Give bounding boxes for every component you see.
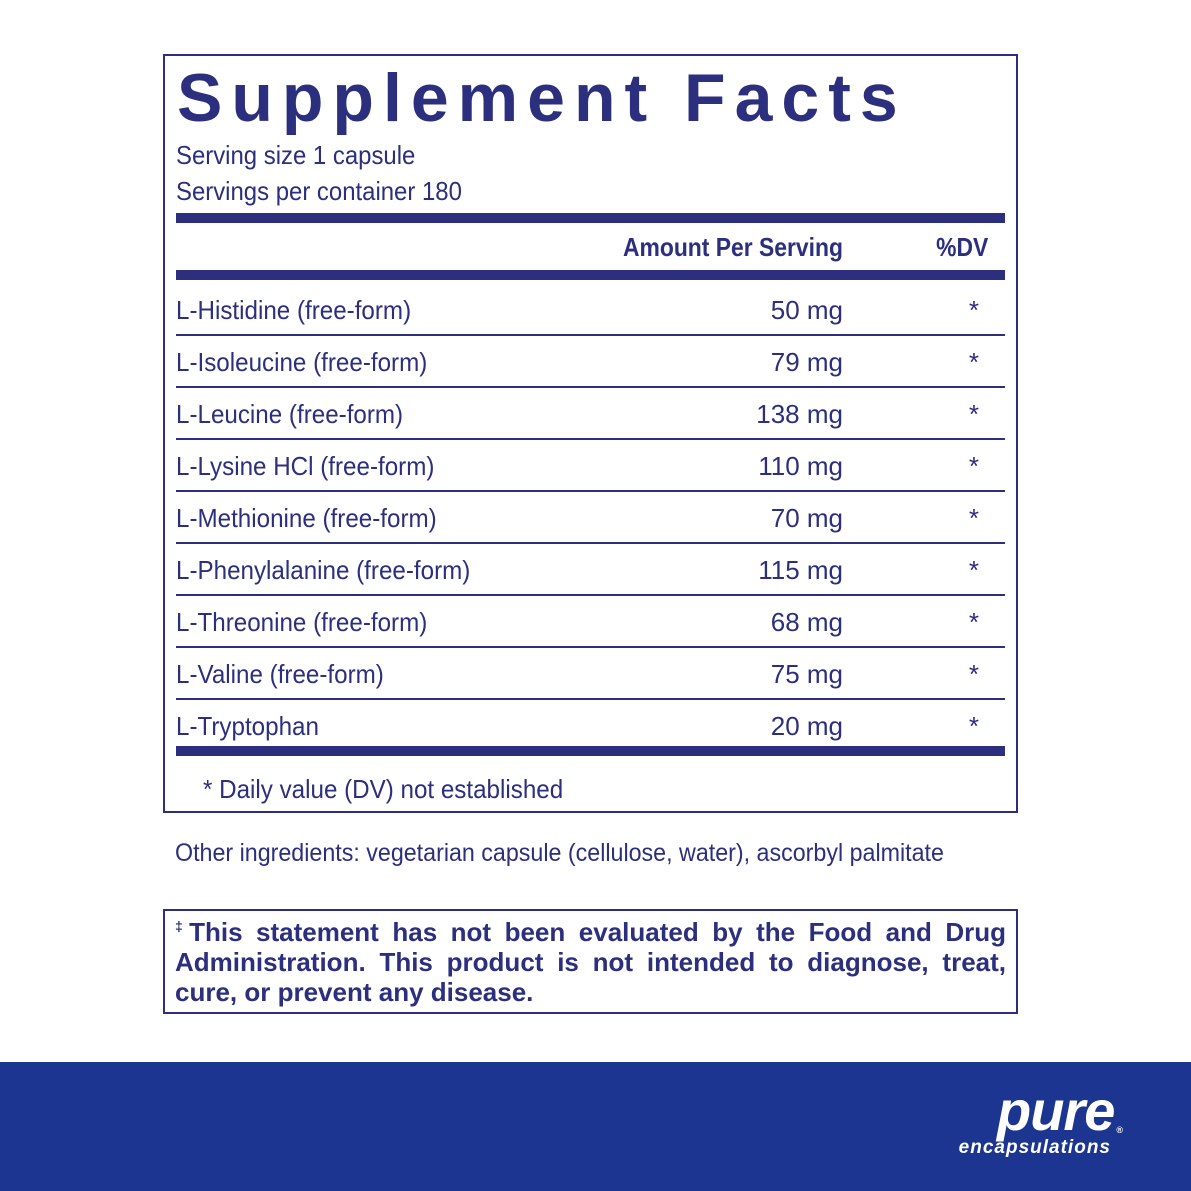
- footnote: * Daily value (DV) not established: [203, 774, 564, 804]
- other-ingredients: Other ingredients: vegetarian capsule (c…: [175, 839, 944, 867]
- nutrient-dv: *: [968, 451, 979, 481]
- table-row: L-Phenylalanine (free-form) 115 mg *: [176, 544, 1005, 596]
- registered-mark: ®: [1116, 1125, 1123, 1135]
- nutrient-name: L-Phenylalanine (free-form): [176, 555, 471, 585]
- disclaimer-box: ‡This statement has not been evaluated b…: [163, 909, 1018, 1014]
- table-row: L-Leucine (free-form) 138 mg *: [176, 388, 1005, 440]
- nutrient-dv: *: [968, 295, 979, 325]
- brand-banner: pure ® encapsulations: [0, 1062, 1191, 1191]
- nutrient-dv: *: [968, 399, 979, 429]
- table-row: L-Methionine (free-form) 70 mg *: [176, 492, 1005, 544]
- nutrient-dv: *: [968, 607, 979, 637]
- nutrient-name: L-Methionine (free-form): [176, 503, 437, 533]
- nutrient-amount: 138 mg: [756, 399, 843, 429]
- table-row: L-Histidine (free-form) 50 mg *: [176, 284, 1005, 336]
- nutrient-amount: 75 mg: [770, 659, 843, 689]
- header-amount: Amount Per Serving: [623, 232, 843, 262]
- supplement-facts-panel: Supplement Facts Serving size 1 capsule …: [163, 54, 1018, 813]
- table-row: L-Valine (free-form) 75 mg *: [176, 648, 1005, 700]
- nutrient-dv: *: [968, 347, 979, 377]
- nutrient-amount: 68 mg: [770, 607, 843, 637]
- nutrient-dv: *: [968, 711, 979, 741]
- nutrient-name: L-Threonine (free-form): [176, 607, 428, 637]
- disclaimer-text: This statement has not been evaluated by…: [175, 917, 1006, 1007]
- logo-first-line: pure ®: [959, 1079, 1123, 1142]
- nutrient-amount: 110 mg: [758, 451, 843, 481]
- servings-per-container: Servings per container 180: [176, 176, 462, 206]
- nutrient-name: L-Tryptophan: [176, 711, 319, 741]
- double-dagger: ‡: [175, 918, 190, 934]
- header-dv: %DV: [935, 232, 988, 262]
- nutrient-dv: *: [968, 503, 979, 533]
- nutrient-dv: *: [968, 555, 979, 585]
- divider-thick: [176, 746, 1005, 756]
- nutrient-name: L-Valine (free-form): [176, 659, 384, 689]
- nutrient-dv: *: [968, 659, 979, 689]
- panel-title: Supplement Facts: [177, 60, 907, 136]
- table-row: L-Tryptophan 20 mg *: [176, 700, 1005, 752]
- logo-encapsulations: encapsulations: [958, 1137, 1111, 1158]
- nutrient-amount: 70 mg: [770, 503, 843, 533]
- nutrient-amount: 20 mg: [770, 711, 843, 741]
- divider-thick: [176, 213, 1005, 223]
- nutrient-name: L-Isoleucine (free-form): [176, 347, 428, 377]
- divider-thick: [176, 270, 1005, 280]
- table-row: L-Isoleucine (free-form) 79 mg *: [176, 336, 1005, 388]
- nutrient-name: L-Lysine HCl (free-form): [176, 451, 435, 481]
- nutrient-amount: 115 mg: [758, 555, 843, 585]
- nutrient-amount: 79 mg: [770, 347, 843, 377]
- table-row: L-Threonine (free-form) 68 mg *: [176, 596, 1005, 648]
- nutrient-name: L-Leucine (free-form): [176, 399, 404, 429]
- table-row: L-Lysine HCl (free-form) 110 mg *: [176, 440, 1005, 492]
- logo-pure: pure: [997, 1079, 1115, 1142]
- serving-size: Serving size 1 capsule: [176, 140, 416, 170]
- brand-logo: pure ® encapsulations: [958, 1079, 1123, 1160]
- nutrient-amount: 50 mg: [770, 295, 843, 325]
- nutrient-name: L-Histidine (free-form): [176, 295, 412, 325]
